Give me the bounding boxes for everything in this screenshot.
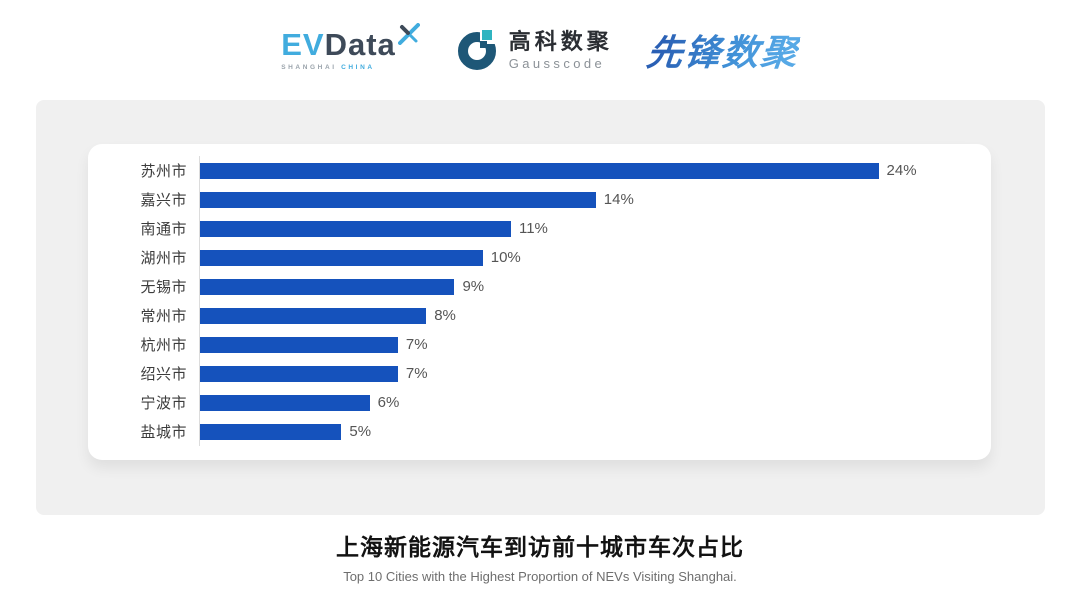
chart-row: 嘉兴市 14%	[88, 185, 965, 214]
bar	[200, 278, 455, 295]
value-label: 6%	[377, 394, 400, 411]
evdata-wordmark: EV Data	[281, 22, 420, 62]
bar	[200, 220, 511, 237]
value-label: 7%	[405, 336, 428, 353]
chart-panel: 苏州市 24% 嘉兴市 14% 南通市 11% 湖州市 10% 无锡市 9% 常州市 8% 杭州市 7% 绍…	[36, 100, 1045, 515]
bar-track: 11%	[199, 214, 965, 243]
logo-header: EV Data SHANGHAI CHINA 高科数聚 Gausscode 先锋…	[0, 0, 1080, 100]
bar-track: 6%	[199, 388, 965, 417]
gausscode-text: 高科数聚 Gausscode	[508, 28, 613, 71]
bar-track: 14%	[199, 185, 965, 214]
bar-track: 8%	[199, 301, 965, 330]
category-label: 嘉兴市	[140, 192, 187, 209]
bar	[200, 365, 398, 382]
bar-track: 10%	[199, 243, 965, 272]
bar	[200, 307, 427, 324]
evdata-subtitle: SHANGHAI CHINA	[281, 63, 420, 72]
chart-row: 杭州市 7%	[88, 330, 965, 359]
chart-row: 无锡市 9%	[88, 272, 965, 301]
chart-row: 常州市 8%	[88, 301, 965, 330]
chart-row: 盐城市 5%	[88, 417, 965, 446]
bar	[200, 191, 596, 208]
bar	[200, 336, 398, 353]
evdata-ev-text: EV	[281, 26, 325, 62]
value-label: 24%	[886, 162, 917, 179]
bar	[200, 249, 483, 266]
value-label: 14%	[603, 191, 634, 208]
evdata-data-text: Data	[324, 26, 396, 62]
gausscode-english-name: Gausscode	[508, 55, 606, 71]
bar-track: 5%	[199, 417, 965, 446]
chart-row: 湖州市 10%	[88, 243, 965, 272]
category-label: 杭州市	[140, 337, 187, 354]
bar	[200, 162, 879, 179]
gausscode-logo: 高科数聚 Gausscode	[454, 27, 613, 73]
caption: 上海新能源汽车到访前十城市车次占比 Top 10 Cities with the…	[0, 528, 1080, 584]
category-label: 南通市	[140, 221, 187, 238]
chart-subtitle: Top 10 Cities with the Highest Proportio…	[343, 569, 737, 584]
category-label: 绍兴市	[140, 366, 187, 383]
value-label: 5%	[349, 423, 372, 440]
category-label: 苏州市	[140, 163, 187, 180]
bar	[200, 423, 342, 440]
value-label: 8%	[434, 307, 456, 324]
chart-card: 苏州市 24% 嘉兴市 14% 南通市 11% 湖州市 10% 无锡市 9% 常州市 8% 杭州市 7% 绍…	[88, 144, 991, 460]
bar-track: 24%	[199, 156, 965, 185]
chart-row: 绍兴市 7%	[88, 359, 965, 388]
evdata-subtitle-shanghai: SHANGHAI	[281, 63, 337, 71]
chart-row: 苏州市 24%	[88, 156, 965, 185]
pioneer-logo: 先锋数聚	[644, 24, 801, 76]
category-label: 无锡市	[140, 279, 187, 296]
bar	[200, 394, 370, 411]
value-label: 10%	[490, 249, 521, 266]
evdata-star-icon	[397, 22, 420, 45]
evdata-logo: EV Data SHANGHAI CHINA	[281, 22, 420, 72]
gausscode-chinese-name: 高科数聚	[508, 28, 613, 54]
chart-row: 南通市 11%	[88, 214, 965, 243]
category-label: 湖州市	[140, 250, 187, 267]
category-label: 宁波市	[140, 395, 187, 412]
bar-track: 7%	[199, 359, 965, 388]
bar-chart: 苏州市 24% 嘉兴市 14% 南通市 11% 湖州市 10% 无锡市 9% 常州市 8% 杭州市 7% 绍…	[88, 144, 991, 460]
evdata-subtitle-china: CHINA	[341, 63, 375, 71]
value-label: 7%	[405, 365, 428, 382]
value-label: 11%	[518, 220, 548, 237]
gausscode-mark-icon	[457, 27, 500, 70]
category-label: 盐城市	[140, 424, 187, 441]
chart-title: 上海新能源汽车到访前十城市车次占比	[336, 534, 744, 560]
value-label: 9%	[462, 278, 485, 295]
bar-track: 9%	[199, 272, 965, 301]
category-label: 常州市	[140, 308, 187, 325]
chart-row: 宁波市 6%	[88, 388, 965, 417]
bar-track: 7%	[199, 330, 965, 359]
